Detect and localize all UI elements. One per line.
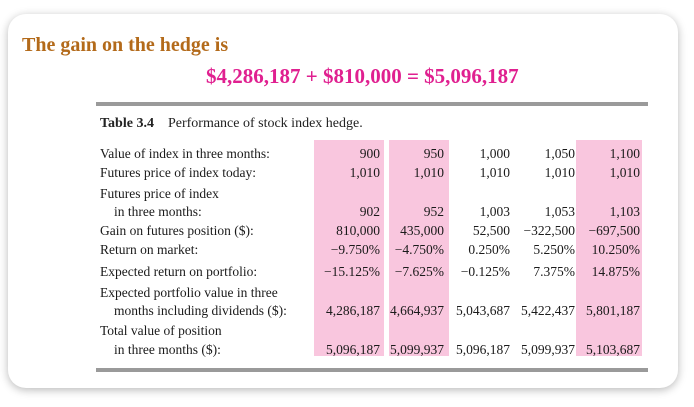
- table-cell: 1,100: [609, 146, 640, 161]
- table-cell: 1,010: [349, 165, 380, 180]
- table-title: Performance of stock index hedge.: [167, 116, 363, 131]
- table-cell: 1,000: [479, 146, 510, 161]
- table-caption: Table 3.4 Performance of stock index hedg…: [100, 116, 363, 132]
- row-label: Total value of position: [100, 323, 222, 338]
- table-cell: 52,500: [472, 223, 510, 238]
- table-cell: 5,043,687: [456, 303, 510, 318]
- table-cell: −9.750%: [330, 242, 380, 257]
- row-label: in three months ($):: [114, 342, 221, 357]
- table-cell: 14.875%: [591, 264, 640, 279]
- row-label: Value of index in three months:: [100, 146, 270, 161]
- table-cell: 810,000: [336, 223, 380, 238]
- table-cell: −4.750%: [394, 242, 444, 257]
- table-cell: −697,500: [588, 223, 641, 238]
- table-cell: 0.250%: [468, 242, 510, 257]
- table-cell: 1,003: [479, 204, 510, 219]
- page-heading: The gain on the hedge is: [22, 34, 229, 56]
- row-label: Expected portfolio value in three: [100, 285, 278, 300]
- table-top-rule: [96, 102, 648, 106]
- table-cell: 900: [359, 146, 380, 161]
- table-cell: 1,010: [609, 165, 640, 180]
- table-cell: 1,103: [609, 204, 640, 219]
- table-cell: 1,053: [544, 204, 575, 219]
- row-label: months including dividends ($):: [114, 303, 287, 318]
- table-cell: 5,801,187: [586, 303, 640, 318]
- table-cell: 4,286,187: [326, 303, 380, 318]
- table-cell: −322,500: [523, 223, 576, 238]
- table-cell: 1,010: [544, 165, 575, 180]
- table-cell: 1,010: [479, 165, 510, 180]
- table-cell: 950: [423, 146, 444, 161]
- row-label: Futures price of index: [100, 186, 219, 201]
- table-cell: 5.250%: [533, 242, 575, 257]
- table-cell: 5,096,187: [326, 342, 380, 357]
- table-cell: −0.125%: [460, 264, 510, 279]
- table-cell: 4,664,937: [390, 303, 444, 318]
- table-bottom-rule: [96, 368, 648, 372]
- table-cell: 5,099,937: [390, 342, 444, 357]
- table-cell: 1,050: [544, 146, 575, 161]
- table-cell: 902: [359, 204, 380, 219]
- row-label: Futures price of index today:: [100, 165, 256, 180]
- highlight-column-1: [314, 140, 384, 356]
- table-cell: 1,010: [413, 165, 444, 180]
- table-cell: −15.125%: [324, 264, 380, 279]
- hedge-equation: $4,286,187 + $810,000 = $5,096,187: [206, 64, 519, 88]
- table-cell: 952: [423, 204, 444, 219]
- table-cell: 5,099,937: [521, 342, 575, 357]
- table-cell: 435,000: [400, 223, 444, 238]
- row-label: Expected return on portfolio:: [100, 264, 258, 279]
- table-cell: 5,422,437: [521, 303, 575, 318]
- table-cell: 10.250%: [591, 242, 640, 257]
- table-cell: 5,096,187: [456, 342, 510, 357]
- highlight-column-2: [389, 140, 449, 356]
- row-label: Gain on futures position ($):: [100, 223, 254, 238]
- table-cell: 5,103,687: [586, 342, 640, 357]
- table-number: Table 3.4: [100, 116, 154, 131]
- table-cell: 7.375%: [533, 264, 575, 279]
- table-cell: −7.625%: [394, 264, 444, 279]
- row-label: in three months:: [114, 204, 202, 219]
- row-label: Return on market:: [100, 242, 199, 257]
- highlight-column-5: [576, 140, 642, 356]
